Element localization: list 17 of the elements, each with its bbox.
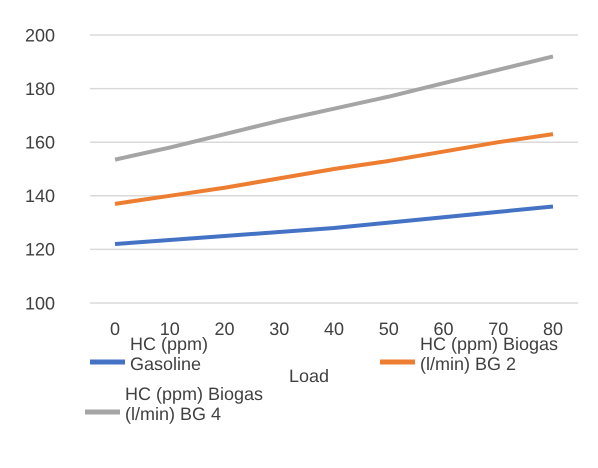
- y-tick-label: 180: [24, 78, 56, 99]
- x-tick-label: 0: [110, 319, 120, 339]
- y-tick-label: 140: [24, 186, 56, 206]
- line-series: [113, 54, 555, 162]
- x-tick-label: 50: [378, 319, 399, 339]
- x-tick-label: 30: [269, 319, 290, 339]
- y-tick-label: 100: [24, 293, 56, 314]
- line-series: [113, 204, 555, 246]
- line-series: [113, 132, 555, 206]
- x-axis-title: Load: [288, 366, 330, 386]
- y-tick-label: 120: [24, 240, 56, 260]
- y-tick-label: 200: [24, 25, 56, 46]
- x-tick-label: 40: [324, 319, 344, 339]
- legend-label: HC (ppm) Gasoline: [130, 334, 208, 374]
- legend-label: HC (ppm) Biogas (l/min) BG 4: [125, 384, 264, 424]
- y-tick-label: 160: [24, 132, 56, 152]
- x-tick-label: 20: [214, 319, 235, 339]
